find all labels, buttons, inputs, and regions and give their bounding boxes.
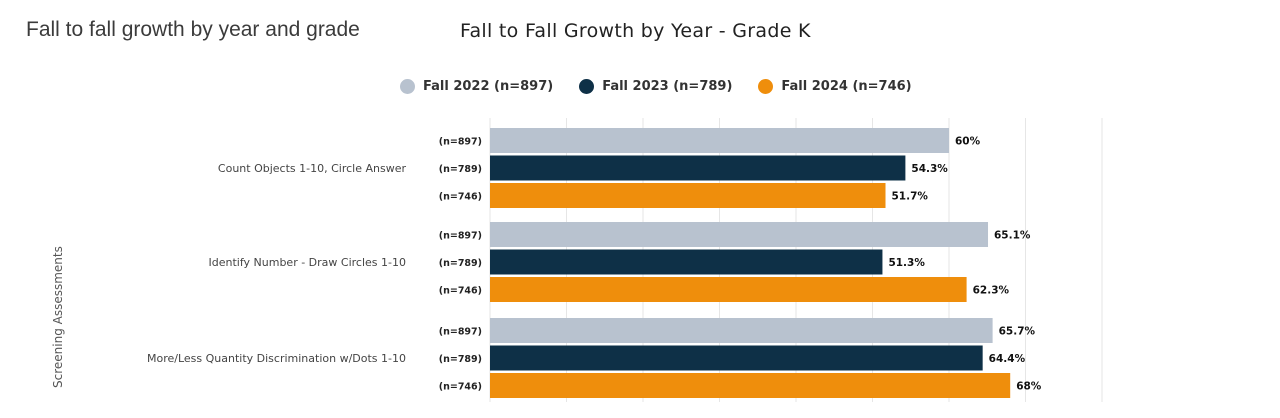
data-label: 64.4%	[989, 353, 1026, 365]
bar[interactable]	[490, 277, 967, 302]
legend-marker-fall-2024	[758, 79, 774, 94]
data-label: 51.3%	[888, 257, 925, 269]
data-label: 54.3%	[911, 163, 948, 175]
bar[interactable]	[490, 222, 989, 247]
n-count-label: (n=897)	[439, 137, 482, 148]
bar[interactable]	[490, 345, 983, 371]
bar[interactable]	[490, 183, 886, 208]
n-count-label: (n=897)	[439, 327, 482, 338]
bar[interactable]	[490, 249, 883, 275]
legend-item-fall-2022[interactable]: Fall 2022 (n=897)	[400, 79, 553, 94]
n-count-label: (n=897)	[439, 231, 482, 242]
bar[interactable]	[490, 128, 949, 153]
category-label: Identify Number - Draw Circles 1-10	[209, 256, 406, 269]
data-label: 65.7%	[999, 326, 1036, 338]
n-count-label: (n=746)	[439, 286, 482, 297]
bar[interactable]	[490, 373, 1011, 398]
chart-legend: Fall 2022 (n=897) Fall 2023 (n=789) Fall…	[400, 79, 912, 94]
data-label: 65.1%	[994, 230, 1031, 242]
chart-title: Fall to Fall Growth by Year - Grade K	[460, 20, 811, 42]
data-label: 62.3%	[973, 285, 1010, 297]
category-label: More/Less Quantity Discrimination w/Dots…	[147, 352, 406, 365]
legend-marker-fall-2022	[400, 79, 415, 94]
data-label: 68%	[1016, 381, 1042, 393]
bar-group: Count Objects 1-10, Circle Answer (n=897)…	[147, 128, 1042, 398]
category-label: Count Objects 1-10, Circle Answer	[218, 162, 407, 175]
data-label: 60%	[955, 136, 981, 148]
legend-label-fall-2022: Fall 2022 (n=897)	[423, 79, 554, 94]
legend-label-fall-2024: Fall 2024 (n=746)	[781, 79, 912, 94]
n-count-label: (n=746)	[439, 192, 482, 203]
bar[interactable]	[490, 155, 906, 181]
n-count-label: (n=746)	[439, 382, 482, 393]
page-title: Fall to fall growth by year and grade	[26, 18, 360, 41]
data-label: 51.7%	[892, 191, 929, 203]
legend-item-fall-2024[interactable]: Fall 2024 (n=746)	[758, 79, 912, 94]
legend-item-fall-2023[interactable]: Fall 2023 (n=789)	[579, 79, 732, 94]
n-count-label: (n=789)	[439, 258, 482, 269]
n-count-label: (n=789)	[439, 354, 482, 365]
legend-label-fall-2023: Fall 2023 (n=789)	[602, 79, 733, 94]
bar[interactable]	[490, 318, 993, 343]
legend-marker-fall-2023	[579, 79, 595, 94]
n-count-label: (n=789)	[439, 164, 482, 175]
